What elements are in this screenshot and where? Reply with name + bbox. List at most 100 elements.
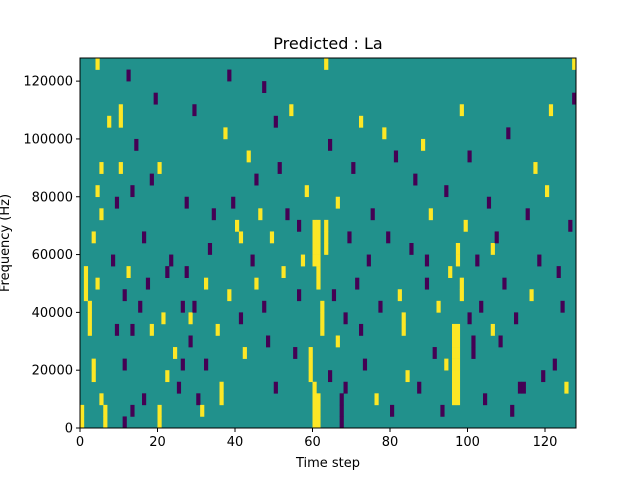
heatmap-cell-high (316, 404, 321, 417)
heatmap-cell-high (452, 347, 457, 359)
heatmap-cell-high (452, 381, 457, 394)
y-tick-label: 100000 (23, 132, 73, 147)
heatmap-cell-high (320, 300, 325, 313)
heatmap-cell-low (486, 196, 492, 209)
heatmap-cell-high (405, 370, 410, 383)
heatmap-cell-high (320, 323, 325, 336)
heatmap-cell-high (87, 323, 92, 336)
heatmap-cell-low (122, 289, 127, 302)
heatmap-cell-low (192, 104, 197, 117)
heatmap-cell-high (83, 289, 89, 302)
heatmap-cell-high (80, 416, 85, 429)
heatmap-cell-high (455, 370, 461, 383)
heatmap-cell-high (227, 289, 232, 302)
heatmap-cell-high (316, 416, 321, 429)
heatmap-cell-high (173, 347, 178, 359)
plot-area (79, 57, 577, 429)
heatmap-cell-high (564, 381, 569, 394)
heatmap-cell-low (362, 358, 368, 371)
heatmap-cell-high (99, 162, 104, 174)
heatmap-cell-high (149, 323, 154, 336)
heatmap-cell-low (188, 335, 193, 348)
x-axis-label: Time step (295, 456, 360, 471)
heatmap-cell-low (293, 347, 298, 359)
heatmap-cell-high (161, 312, 166, 325)
heatmap-cell-high (312, 219, 317, 232)
heatmap-cell-high (308, 347, 313, 359)
heatmap-cell-low (483, 393, 488, 406)
heatmap-cell-low (413, 173, 418, 186)
y-axis: 0 20000 40000 60000 80000 100000 120000 (23, 75, 80, 437)
heatmap-cell-high (80, 404, 85, 417)
heatmap-cell-high (103, 416, 108, 429)
heatmap-cell-low (122, 358, 127, 371)
heatmap-cell-high (397, 289, 402, 302)
heatmap-cell-low (370, 208, 375, 221)
heatmap-cell-low (343, 381, 348, 394)
heatmap-cell-high (87, 312, 92, 325)
heatmap-cell-low (180, 358, 185, 371)
heatmap-cell-low (502, 277, 507, 290)
x-tick-label: 20 (149, 435, 166, 450)
heatmap-cell-high (103, 404, 108, 417)
heatmap-cell-low (297, 219, 302, 232)
heatmap-cell-high (316, 277, 321, 290)
heatmap-cell-high (455, 381, 461, 394)
heatmap-cell-high (421, 138, 426, 151)
heatmap-cell-low (517, 381, 523, 394)
heatmap-cell-low (196, 393, 201, 406)
heatmap-cell-high (452, 358, 457, 371)
heatmap-cell-high (316, 231, 321, 244)
heatmap-cell-low (393, 150, 399, 163)
heatmap-cell-high (490, 323, 495, 336)
y-tick-label: 0 (65, 422, 73, 437)
heatmap-cell-high (238, 231, 244, 244)
heatmap-cell-high (324, 243, 329, 255)
heatmap-cell-high (459, 104, 464, 117)
heatmap-cell-high (455, 393, 461, 406)
heatmap-cell-high (359, 115, 364, 128)
heatmap-cell-high (312, 381, 317, 394)
heatmap-cell-high (452, 335, 457, 348)
heatmap-cell-high (382, 127, 387, 140)
heatmap-cell-high (428, 208, 433, 221)
heatmap-cell-high (459, 289, 464, 302)
heatmap-cell-high (548, 104, 554, 117)
heatmap-cells (80, 58, 577, 429)
heatmap-cell-low (176, 381, 182, 394)
heatmap-cell-low (432, 347, 437, 359)
heatmap-cell-low (417, 381, 422, 394)
heatmap-cell-high (204, 277, 209, 290)
heatmap-cell-high (99, 208, 104, 221)
heatmap-cell-high (572, 58, 577, 70)
heatmap-cell-low (130, 404, 135, 417)
heatmap-cell-low (386, 231, 391, 244)
heatmap-cell-high (219, 393, 224, 406)
heatmap-cell-low (262, 300, 267, 313)
heatmap-cell-high (83, 277, 89, 290)
heatmap-cell-high (258, 208, 263, 221)
heatmap-cell-low (297, 289, 302, 302)
heatmap-cell-high (91, 358, 96, 371)
heatmap-cell-high (452, 323, 457, 336)
heatmap-cell-low (238, 312, 244, 325)
heatmap-cell-low (351, 162, 356, 174)
heatmap-cell-high (452, 393, 457, 406)
heatmap-cell-low (114, 323, 120, 336)
heatmap-cell-low (475, 254, 480, 267)
heatmap-cell-high (87, 300, 92, 313)
plot-frame (79, 57, 577, 429)
heatmap-cell-low (165, 266, 170, 278)
heatmap-cell-low (114, 196, 120, 209)
heatmap-cell-high (235, 219, 240, 232)
x-tick-label: 60 (304, 435, 321, 450)
heatmap-cell-high (107, 115, 112, 128)
heatmap-cell-low (339, 416, 344, 429)
heatmap-cell-low (111, 254, 116, 267)
heatmap-cell-low (153, 92, 158, 105)
y-tick-label: 20000 (32, 364, 73, 379)
heatmap-cell-low (231, 196, 236, 209)
heatmap-cell-high (91, 370, 96, 383)
heatmap-cell-high (459, 277, 464, 290)
